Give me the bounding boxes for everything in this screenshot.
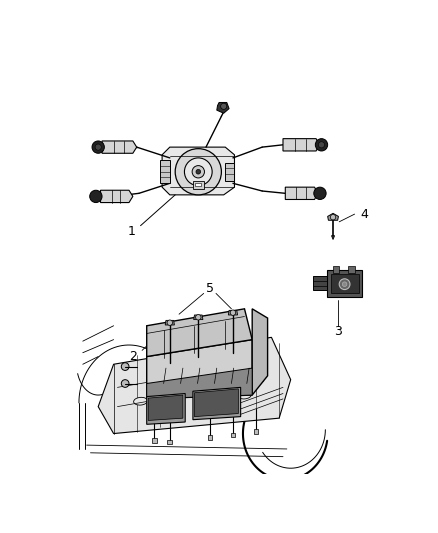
- Polygon shape: [285, 187, 318, 199]
- Polygon shape: [283, 139, 319, 151]
- Polygon shape: [165, 320, 174, 325]
- Polygon shape: [147, 368, 252, 399]
- Circle shape: [221, 103, 227, 109]
- Ellipse shape: [161, 410, 174, 418]
- Bar: [349, 266, 355, 273]
- Circle shape: [339, 279, 350, 289]
- Bar: [231, 433, 235, 438]
- Circle shape: [342, 282, 347, 287]
- Polygon shape: [162, 147, 234, 195]
- Circle shape: [196, 314, 201, 320]
- Circle shape: [121, 363, 129, 370]
- Circle shape: [95, 144, 101, 150]
- Bar: [152, 438, 157, 443]
- Polygon shape: [148, 395, 183, 421]
- Polygon shape: [147, 340, 252, 399]
- Polygon shape: [331, 274, 359, 294]
- Circle shape: [192, 166, 205, 178]
- Circle shape: [314, 187, 326, 199]
- Polygon shape: [327, 270, 361, 297]
- Bar: [167, 440, 172, 445]
- Polygon shape: [225, 163, 234, 181]
- Polygon shape: [332, 236, 335, 239]
- Text: 5: 5: [206, 282, 214, 295]
- Bar: [254, 429, 258, 433]
- Polygon shape: [102, 141, 137, 154]
- Bar: [193, 181, 204, 189]
- Text: 3: 3: [335, 326, 343, 338]
- Circle shape: [92, 141, 104, 154]
- Text: 2: 2: [129, 350, 137, 363]
- Polygon shape: [228, 310, 237, 315]
- Circle shape: [184, 158, 212, 185]
- Polygon shape: [313, 277, 327, 289]
- Circle shape: [330, 214, 336, 220]
- Circle shape: [121, 379, 129, 387]
- Polygon shape: [160, 160, 170, 183]
- Polygon shape: [194, 389, 238, 417]
- Circle shape: [175, 149, 221, 195]
- Circle shape: [167, 320, 173, 325]
- Polygon shape: [98, 337, 291, 433]
- Circle shape: [318, 142, 325, 148]
- Circle shape: [196, 169, 201, 174]
- Text: 4: 4: [360, 208, 368, 221]
- Circle shape: [90, 190, 102, 203]
- Bar: [333, 266, 339, 273]
- Polygon shape: [217, 102, 229, 113]
- Ellipse shape: [134, 397, 148, 405]
- Polygon shape: [252, 309, 268, 395]
- Polygon shape: [100, 190, 133, 203]
- Polygon shape: [147, 393, 185, 424]
- Polygon shape: [194, 315, 203, 320]
- Bar: [208, 435, 212, 440]
- Polygon shape: [147, 309, 252, 357]
- Ellipse shape: [237, 391, 251, 399]
- Polygon shape: [193, 387, 240, 419]
- Text: 1: 1: [127, 225, 135, 238]
- Bar: [195, 183, 201, 187]
- Polygon shape: [328, 213, 339, 220]
- Circle shape: [230, 310, 236, 316]
- Circle shape: [315, 139, 328, 151]
